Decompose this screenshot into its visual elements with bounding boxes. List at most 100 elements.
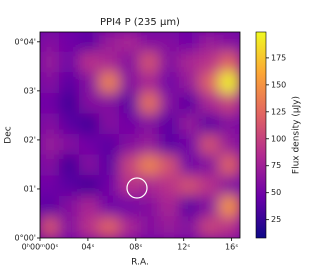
heat-cell [219,113,240,136]
heat-cell [119,216,141,238]
y-tick-label: 02' [24,135,36,144]
heat-cell [79,51,101,75]
heat-cell [219,134,240,157]
heat-cell [199,92,221,116]
colorbar-tick-label: 150 [271,80,286,89]
heat-cell [79,216,101,238]
heat-cell [59,175,81,198]
heat-cell [119,175,141,198]
heat-cell [179,113,201,136]
heat-cell [79,195,101,219]
y-tick-label: 0°00' [15,234,36,243]
heat-cell [119,51,141,75]
marker-circle [126,177,148,199]
heat-cell [99,72,121,95]
heat-cell [219,92,240,116]
heat-cell [199,113,221,136]
heat-cell [79,175,101,198]
x-tick-label: 16ˢ [225,243,238,252]
heat-cell [79,72,101,95]
heat-cell [159,154,181,178]
heat-cell [219,216,240,238]
heat-cell [119,72,141,95]
heat-cell [179,72,201,95]
heat-cell [40,32,61,54]
heat-cell [159,216,181,238]
heat-cell [79,92,101,116]
heat-cell [219,195,240,219]
heat-cell [40,195,61,219]
heat-cell [139,195,161,219]
heat-cell [99,92,121,116]
heat-cell [199,216,221,238]
heat-cell [59,216,81,238]
heat-cell [119,113,141,136]
heat-cell [40,175,61,198]
heat-cell [99,216,121,238]
heat-cell [219,175,240,198]
heat-cell [139,216,161,238]
heat-cell [79,32,101,54]
colorbar-tick-label: 175 [271,53,286,62]
heat-cell [159,32,181,54]
heat-cell [40,113,61,136]
heat-cell [219,154,240,178]
heat-cell [199,32,221,54]
heat-cell [99,154,121,178]
heat-cell [199,175,221,198]
y-tick-label: 01' [24,184,36,193]
heat-cell [199,72,221,95]
heat-cell [59,113,81,136]
heat-cell [179,154,201,178]
heat-cell [59,134,81,157]
heat-cell [219,32,240,54]
x-label: R.A. [131,258,149,268]
heat-cell [99,32,121,54]
heat-cell [139,134,161,157]
heat-cell [199,51,221,75]
heat-cell [59,32,81,54]
heat-cell [159,92,181,116]
colorbar [255,31,267,239]
heat-cell [40,72,61,95]
heat-cell [199,134,221,157]
colorbar-tick-label: 125 [271,107,286,116]
heat-cell [179,51,201,75]
heat-cell [219,51,240,75]
heat-cell [40,154,61,178]
x-tick-label: 04ˢ [81,243,94,252]
colorbar-tick-label: 100 [271,134,286,143]
heat-cell [179,216,201,238]
image [40,32,240,238]
heat-cell [99,175,121,198]
heat-cell [179,175,201,198]
heat-cell [119,92,141,116]
heat-cell [40,216,61,238]
y-tick-label: 0°04' [15,37,36,46]
heat-cell [199,195,221,219]
heat-cell [139,32,161,54]
heat-cell [159,72,181,95]
heat-cell [59,195,81,219]
heat-cell [139,113,161,136]
heat-cell [40,51,61,75]
colorbar-tick-label: 75 [271,161,281,170]
heat-cell [159,134,181,157]
y-label: Dec [4,126,14,143]
heat-cell [179,195,201,219]
heat-cell [99,113,121,136]
colorbar-label: Flux density (μJy) [292,96,302,174]
heat-cell [139,154,161,178]
y-tick-label: 03' [24,86,36,95]
heat-cell [79,113,101,136]
heat-cell [99,134,121,157]
heat-cell [179,92,201,116]
heat-cell [59,51,81,75]
heat-cell [159,195,181,219]
heat-cell [159,51,181,75]
heat-cell [119,32,141,54]
heat-cell [139,175,161,198]
colorbar-tick-label: 25 [271,215,281,224]
heat-cell [79,154,101,178]
heat-cell [59,154,81,178]
